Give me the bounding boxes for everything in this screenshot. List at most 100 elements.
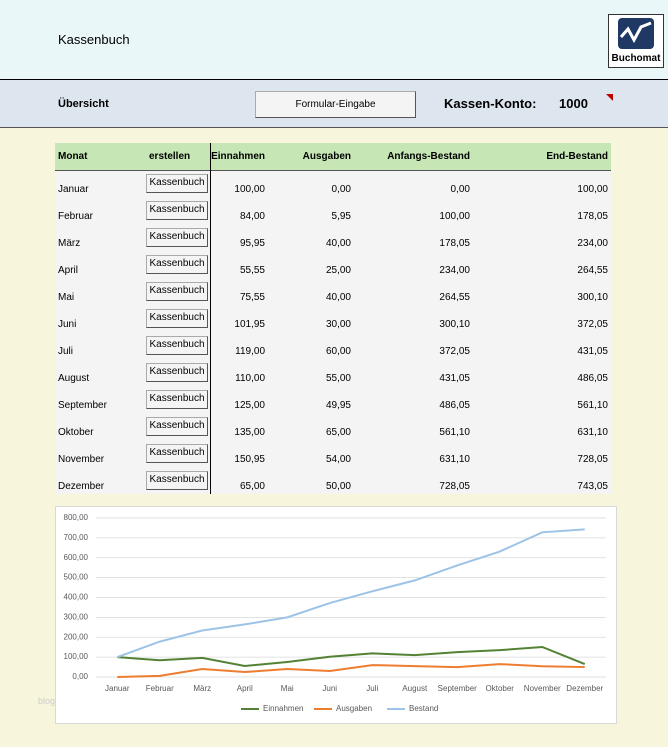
column-header: Ausgaben: [302, 151, 351, 162]
value-cell: 0,00: [450, 184, 470, 195]
page-title: Kassenbuch: [58, 32, 130, 47]
value-cell: 100,00: [577, 184, 608, 195]
value-cell: 372,05: [577, 319, 608, 330]
month-cell: Juni: [58, 319, 77, 330]
value-cell: 0,00: [331, 184, 351, 195]
row-button[interactable]: Kassenbuch: [146, 444, 208, 463]
value-cell: 55,00: [325, 373, 351, 384]
x-tick-label: Dezember: [566, 684, 603, 693]
value-cell: 110,00: [235, 373, 265, 384]
legend-label: Ausgaben: [336, 704, 372, 713]
data-line: [117, 663, 585, 678]
value-cell: 5,95: [331, 211, 351, 222]
account-number: 1000: [559, 96, 588, 111]
x-tick-label: März: [193, 684, 211, 693]
value-cell: 743,05: [577, 481, 608, 492]
column-header: Einnahmen: [211, 151, 265, 162]
value-cell: 49,95: [325, 400, 351, 411]
row-button[interactable]: Kassenbuch: [146, 174, 208, 193]
account-label: Kassen-Konto:: [444, 96, 537, 111]
y-tick-label: 500,00: [64, 573, 89, 582]
row-button[interactable]: Kassenbuch: [146, 255, 208, 274]
value-cell: 65,00: [239, 481, 265, 492]
value-cell: 50,00: [325, 481, 351, 492]
value-cell: 54,00: [325, 454, 351, 465]
watermark: blog: [38, 696, 56, 706]
value-cell: 75,55: [239, 292, 265, 303]
month-cell: November: [58, 454, 105, 465]
month-cell: März: [58, 238, 81, 249]
value-cell: 234,00: [577, 238, 608, 249]
legend-label: Bestand: [409, 704, 438, 713]
month-cell: August: [58, 373, 90, 384]
row-button[interactable]: Kassenbuch: [146, 309, 208, 328]
toolbar: Übersicht Formular-Eingabe Kassen-Konto:…: [0, 80, 668, 128]
row-button[interactable]: Kassenbuch: [146, 228, 208, 247]
value-cell: 486,05: [439, 400, 470, 411]
value-cell: 60,00: [325, 346, 351, 357]
month-cell: Januar: [58, 184, 89, 195]
value-cell: 431,05: [439, 373, 470, 384]
y-tick-label: 100,00: [64, 652, 89, 661]
x-tick-label: Februar: [146, 684, 174, 693]
month-cell: Juli: [58, 346, 74, 357]
row-button[interactable]: Kassenbuch: [146, 417, 208, 436]
x-tick-label: Juni: [322, 684, 337, 693]
section-label: Übersicht: [58, 98, 109, 110]
form-button[interactable]: Formular-Eingabe: [255, 91, 416, 118]
row-button[interactable]: Kassenbuch: [146, 201, 208, 220]
table-header: [55, 143, 611, 171]
chart: 0,00 100,00 200,00 300,00 400,00 500,00 600,00…: [55, 506, 617, 724]
x-tick-label: August: [402, 684, 428, 693]
month-cell: April: [58, 265, 79, 276]
value-cell: 84,00: [239, 211, 265, 222]
column-header: End-Bestand: [546, 151, 608, 162]
table: Monat erstellen Einnahmen Ausgaben Anfangs-B…: [55, 143, 611, 494]
value-cell: 631,10: [439, 454, 470, 465]
value-cell: 95,95: [239, 238, 265, 249]
comment-marker: [606, 94, 613, 101]
value-cell: 728,05: [439, 481, 470, 492]
month-cell: Dezember: [58, 481, 105, 492]
value-cell: 178,05: [439, 238, 470, 249]
y-tick-label: 400,00: [64, 593, 89, 602]
y-tick-label: 800,00: [64, 513, 89, 522]
value-cell: 300,10: [577, 292, 608, 303]
value-cell: 728,05: [577, 454, 608, 465]
x-tick-label: Oktober: [486, 684, 515, 693]
header: Kassenbuch Buchomat: [0, 0, 668, 80]
value-cell: 40,00: [325, 292, 351, 303]
value-cell: 30,00: [325, 319, 351, 330]
column-header: Anfangs-Bestand: [387, 151, 470, 162]
value-cell: 119,00: [235, 346, 265, 357]
x-tick-label: Januar: [105, 684, 130, 693]
value-cell: 65,00: [325, 427, 351, 438]
y-tick-label: 0,00: [72, 672, 88, 681]
legend-label: Einnahmen: [263, 704, 303, 713]
value-cell: 100,00: [439, 211, 470, 222]
column-divider: [210, 143, 211, 494]
column-header: erstellen: [149, 151, 191, 162]
row-button[interactable]: Kassenbuch: [146, 282, 208, 301]
logo-text: Buchomat: [611, 53, 661, 64]
column-header: Monat: [58, 151, 88, 162]
x-tick-label: November: [524, 684, 561, 693]
value-cell: 125,00: [234, 400, 265, 411]
value-cell: 561,10: [577, 400, 608, 411]
row-button[interactable]: Kassenbuch: [146, 363, 208, 382]
logo: Buchomat: [608, 14, 664, 68]
row-button[interactable]: Kassenbuch: [146, 471, 208, 490]
value-cell: 372,05: [439, 346, 470, 357]
value-cell: 135,00: [234, 427, 265, 438]
month-cell: Februar: [58, 211, 94, 222]
y-tick-label: 600,00: [64, 553, 89, 562]
value-cell: 100,00: [234, 184, 265, 195]
data-line: [116, 528, 585, 659]
row-button[interactable]: Kassenbuch: [146, 336, 208, 355]
data-line: [117, 645, 586, 667]
row-button[interactable]: Kassenbuch: [146, 390, 208, 409]
logo-icon: [618, 18, 654, 49]
x-tick-label: September: [438, 684, 477, 693]
value-cell: 150,95: [234, 454, 265, 465]
